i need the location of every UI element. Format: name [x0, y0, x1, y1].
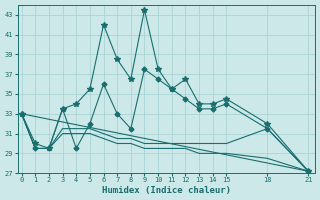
X-axis label: Humidex (Indice chaleur): Humidex (Indice chaleur)	[102, 186, 231, 195]
